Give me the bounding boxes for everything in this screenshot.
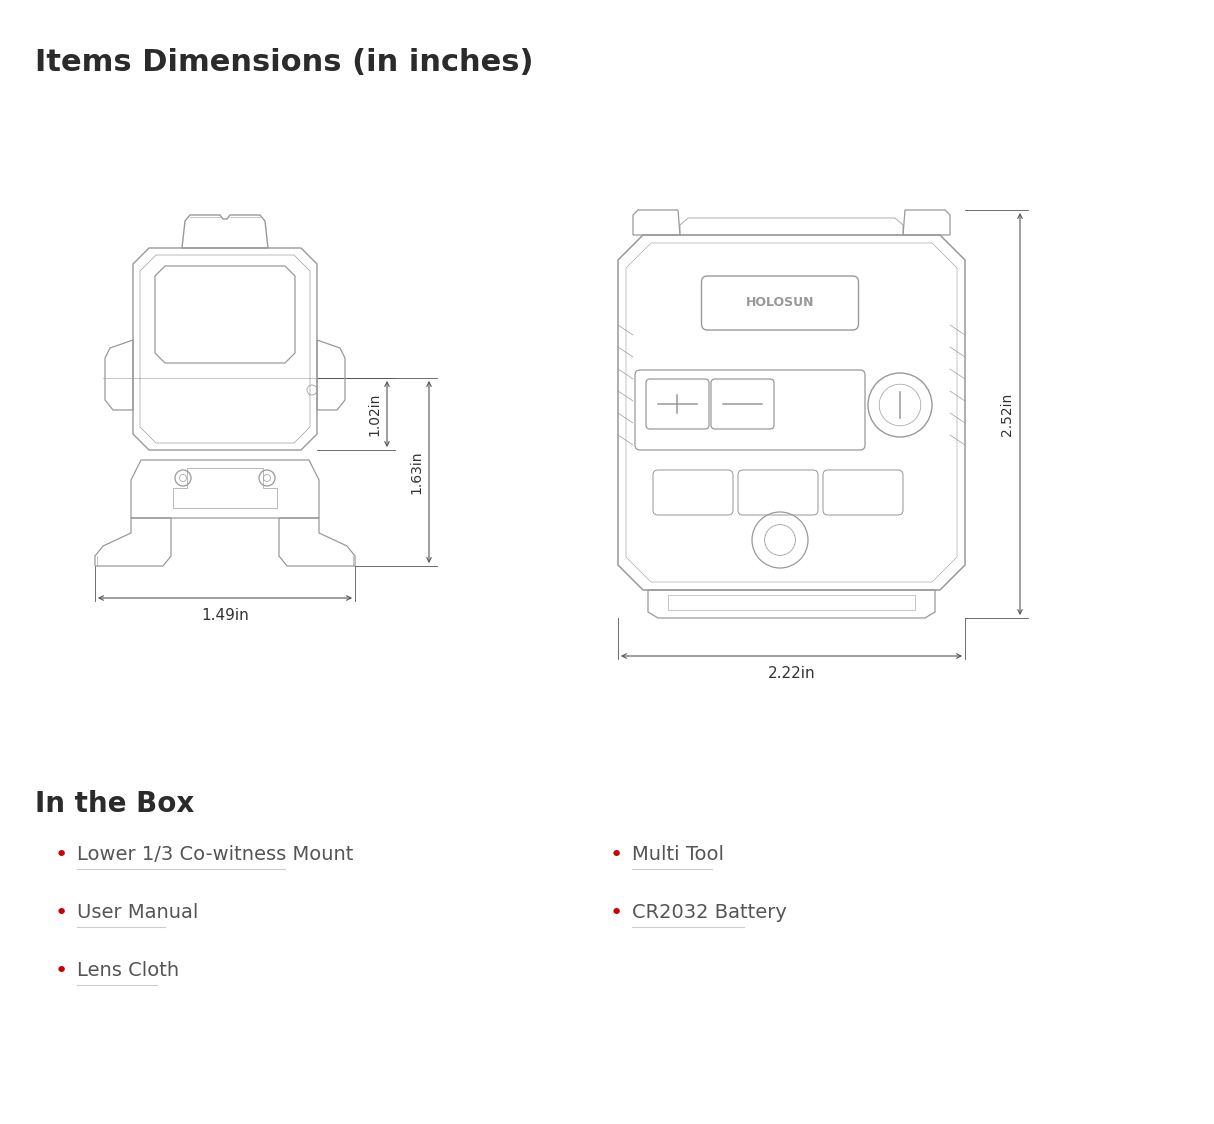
Text: •: • xyxy=(55,961,68,981)
Text: 2.22in: 2.22in xyxy=(767,667,816,681)
Text: User Manual: User Manual xyxy=(76,904,198,923)
Text: Multi Tool: Multi Tool xyxy=(632,845,724,864)
Text: Lower 1/3 Co-witness Mount: Lower 1/3 Co-witness Mount xyxy=(76,845,353,864)
Text: HOLOSUN: HOLOSUN xyxy=(745,297,815,309)
Text: •: • xyxy=(55,845,68,865)
Text: In the Box: In the Box xyxy=(35,790,194,818)
Text: 1.49in: 1.49in xyxy=(202,608,249,623)
Text: •: • xyxy=(55,903,68,923)
Text: 1.02in: 1.02in xyxy=(367,392,381,436)
Text: •: • xyxy=(609,903,623,923)
Text: Items Dimensions (in inches): Items Dimensions (in inches) xyxy=(35,48,533,78)
Text: CR2032 Battery: CR2032 Battery xyxy=(632,904,787,923)
Text: Lens Cloth: Lens Cloth xyxy=(76,961,180,980)
Text: 2.52in: 2.52in xyxy=(1000,392,1014,436)
Text: 1.63in: 1.63in xyxy=(409,451,422,493)
Text: •: • xyxy=(609,845,623,865)
